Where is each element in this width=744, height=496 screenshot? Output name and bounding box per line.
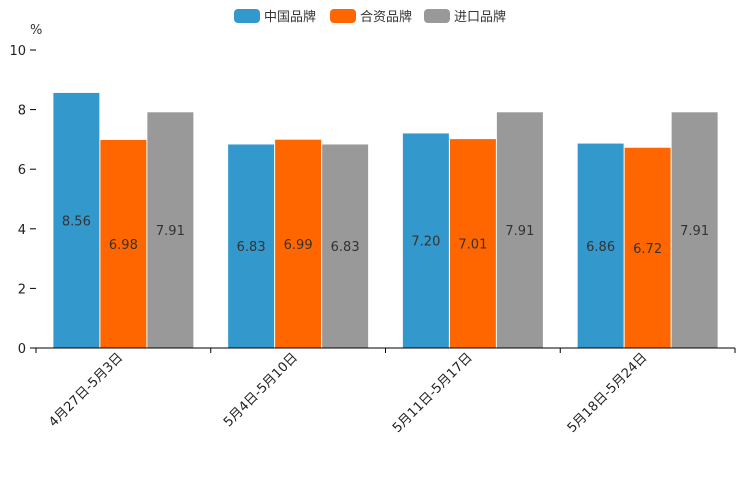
bar-value-label: 6.72 <box>633 242 662 257</box>
bar-1-3[interactable] <box>402 133 449 348</box>
y-tick-label: 2 <box>18 282 26 297</box>
bar-value-label: 7.91 <box>505 224 534 239</box>
legend-swatch-3[interactable] <box>424 9 450 23</box>
bar-value-label: 7.01 <box>458 238 487 253</box>
bar-2-3[interactable] <box>449 139 496 348</box>
bar-value-label: 7.20 <box>411 235 440 250</box>
y-tick-label: 4 <box>18 223 26 238</box>
bar-value-label: 6.83 <box>237 240 266 255</box>
legend-label-1: 中国品牌 <box>264 9 316 25</box>
bar-1-4[interactable] <box>577 143 624 348</box>
bar-value-label: 7.91 <box>156 224 185 239</box>
legend-swatch-2[interactable] <box>330 9 356 23</box>
y-tick-label: 10 <box>9 44 26 59</box>
x-axis: 4月27日-5月3日 5月4日-5月10日 5月11日-5月17日 5月18日-5月2… <box>35 348 736 436</box>
bar-3-4[interactable] <box>671 112 718 348</box>
bar-3-1[interactable] <box>147 112 194 348</box>
x-tick-label: 5月18日-5月24日 <box>565 350 651 436</box>
y-axis: 0 2 4 6 8 10 <box>9 44 36 357</box>
y-tick-label: 0 <box>18 342 26 357</box>
x-tick-label: 4月27日-5月3日 <box>46 350 126 430</box>
plot-area: 8.56 6.98 7.91 6.83 6.99 6.83 7.20 7.01 7.91 6.86… <box>53 92 718 348</box>
bar-value-label: 6.86 <box>586 240 615 255</box>
bar-2-1[interactable] <box>100 139 147 348</box>
x-tick-label: 5月4日-5月10日 <box>221 350 301 430</box>
y-tick-label: 6 <box>18 163 26 178</box>
bar-value-label: 6.83 <box>331 240 360 255</box>
bar-value-label: 6.98 <box>109 238 138 253</box>
y-axis-unit-label: % <box>30 23 42 38</box>
x-tick-label: 5月11日-5月17日 <box>390 350 476 436</box>
bar-3-2[interactable] <box>322 144 369 348</box>
bar-value-label: 8.56 <box>62 214 91 229</box>
bar-2-2[interactable] <box>275 139 322 348</box>
bar-1-2[interactable] <box>228 144 275 348</box>
legend-swatch-1[interactable] <box>234 9 260 23</box>
bar-3-3[interactable] <box>496 112 543 348</box>
bar-2-4[interactable] <box>624 147 671 348</box>
bar-1-1[interactable] <box>53 92 100 348</box>
legend: 中国品牌 合资品牌 进口品牌 <box>234 9 506 25</box>
bar-value-label: 6.99 <box>284 238 313 253</box>
legend-label-3: 进口品牌 <box>454 9 506 25</box>
y-tick-label: 8 <box>18 104 26 119</box>
legend-label-2: 合资品牌 <box>360 9 412 25</box>
bar-value-label: 7.91 <box>680 224 709 239</box>
